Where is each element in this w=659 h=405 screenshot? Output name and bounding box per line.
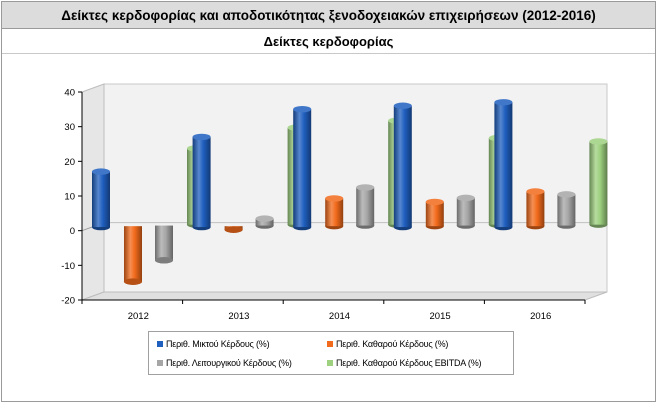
bar: [124, 226, 142, 285]
legend-label: Περιθ. Καθαρού Κέρδους (%): [336, 339, 449, 349]
y-tick-label: 40: [64, 88, 75, 99]
x-tick-label: 2013: [228, 311, 249, 322]
bar-body: [589, 141, 608, 225]
legend-label: Περιθ. Λειτουργικού Κέρδους (%): [166, 358, 292, 368]
bar-body: [92, 171, 110, 228]
x-tick-label: 2014: [329, 311, 350, 322]
y-tick-label: 20: [64, 157, 75, 168]
bar-body: [526, 191, 545, 227]
bar: [192, 133, 211, 231]
bar-top: [192, 133, 211, 141]
bar-top: [526, 188, 545, 195]
x-tick-label: 2012: [128, 311, 149, 322]
bar-body: [425, 201, 444, 227]
y-tick-label: 30: [64, 122, 75, 133]
bar-body: [325, 198, 344, 227]
bar-top: [224, 226, 243, 233]
bar: [255, 215, 274, 229]
bar-top: [92, 168, 110, 175]
bar-top: [356, 184, 375, 191]
bar: [92, 168, 110, 231]
bar-top: [393, 102, 412, 109]
legend-swatch: [327, 360, 333, 366]
bar-top: [325, 195, 344, 202]
x-tick-label: 2015: [430, 311, 451, 322]
bar-top: [425, 198, 444, 206]
bar-body: [456, 197, 475, 226]
legend-label: Περιθ. Μικτού Κέρδους (%): [166, 339, 270, 349]
bar-top: [255, 215, 274, 222]
bar-body: [255, 218, 274, 226]
bar-body: [155, 225, 173, 261]
y-tick-label: -10: [61, 261, 75, 272]
legend: Περιθ. Μικτού Κέρδους (%) Περιθ. Καθαρού…: [148, 331, 514, 375]
bar-top: [155, 257, 173, 264]
x-tick-label: 2016: [530, 311, 551, 322]
bar: [393, 102, 412, 231]
legend-item: Περιθ. Μικτού Κέρδους (%): [157, 339, 270, 349]
bar: [425, 198, 444, 230]
bar: [526, 188, 545, 230]
legend-item: Περιθ. Καθαρού Κέρδους (%): [327, 339, 448, 349]
legend-item: Περιθ. Καθαρού Κέρδους EBITDA (%): [327, 358, 482, 368]
legend-item: Περιθ. Λειτουργικού Κέρδους (%): [157, 358, 292, 368]
bar: [155, 225, 173, 264]
legend-swatch: [157, 341, 163, 347]
bar-top: [124, 278, 142, 285]
bar: [557, 191, 576, 229]
legend-label: Περιθ. Καθαρού Κέρδους EBITDA (%): [336, 358, 482, 368]
y-tick-label: 10: [64, 192, 75, 203]
bar-top: [494, 99, 513, 106]
bar-body: [356, 187, 375, 226]
bar-top: [589, 138, 608, 145]
bar: [494, 99, 513, 231]
y-tick-label: 0: [70, 226, 75, 237]
bar-body: [192, 136, 211, 228]
bar: [356, 184, 375, 229]
bar: [325, 195, 344, 230]
legend-swatch: [157, 360, 163, 366]
floor: [81, 291, 608, 301]
y-tick-label: -20: [61, 296, 75, 307]
bar-top: [557, 191, 576, 198]
page-title: Δείκτες κερδοφορίας και αποδοτικότητας ξ…: [2, 2, 655, 29]
bar-top: [293, 106, 312, 113]
bar-body: [494, 102, 513, 228]
bar: [456, 194, 475, 229]
bar: [589, 138, 608, 228]
legend-swatch: [327, 341, 333, 347]
bar-body: [293, 109, 312, 228]
bar-top: [456, 194, 475, 202]
bar-body: [557, 194, 576, 226]
bar: [224, 226, 243, 233]
back-wall: [103, 83, 608, 293]
bar-body: [124, 226, 142, 282]
chart-title: Δείκτες κερδοφορίας: [2, 29, 655, 54]
bar: [293, 106, 312, 231]
bar-body: [393, 105, 412, 228]
